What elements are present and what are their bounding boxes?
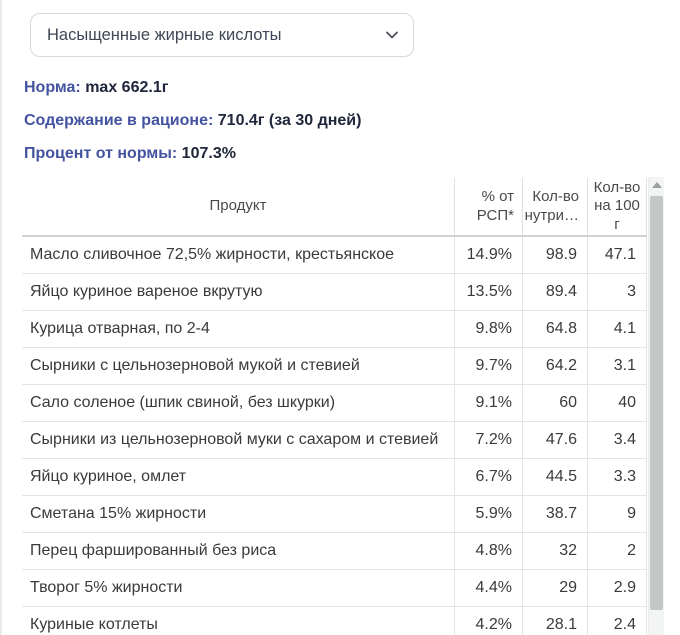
diet-content-value: 710.4г (за 30 дней): [217, 112, 362, 129]
pct-rsp-cell: 5.9%: [454, 496, 522, 532]
percent-of-norm-stat: Процент от нормы: 107.3%: [24, 145, 236, 163]
per-100g-cell: 9: [587, 496, 647, 532]
nutrient-amount-cell: 98.9: [522, 237, 587, 273]
per-100g-cell: 2: [587, 533, 647, 569]
pct-rsp-cell: 6.7%: [454, 459, 522, 495]
pct-rsp-cell: 4.4%: [454, 570, 522, 606]
product-name-cell: Масло сливочное 72,5% жирности, крестьян…: [30, 246, 394, 264]
header-percent-rsp: % от РСП*: [454, 178, 522, 235]
table-row: Перец фаршированный без риса 4.8% 32 2: [22, 533, 647, 570]
scroll-up-button[interactable]: [649, 177, 664, 193]
pct-rsp-cell: 9.8%: [454, 311, 522, 347]
table-row: Яйцо куриное, омлет 6.7% 44.5 3.3: [22, 459, 647, 496]
nutrient-amount-cell: 29: [522, 570, 587, 606]
nutrient-select-value: Насыщенные жирные кислоты: [47, 25, 282, 44]
table-row: Курица отварная, по 2-4 9.8% 64.8 4.1: [22, 311, 647, 348]
per-100g-cell: 4.1: [587, 311, 647, 347]
table-row: Куриные котлеты 4.2% 28.1 2.4: [22, 607, 647, 635]
nutrient-amount-cell: 64.2: [522, 348, 587, 384]
pct-rsp-cell: 7.2%: [454, 422, 522, 458]
product-name-cell: Курица отварная, по 2-4: [30, 320, 210, 338]
per-100g-cell: 2.9: [587, 570, 647, 606]
nutrient-amount-cell: 89.4: [522, 274, 587, 310]
pct-rsp-cell: 9.1%: [454, 385, 522, 421]
norm-label: Норма:: [24, 79, 81, 96]
pct-rsp-cell: 4.8%: [454, 533, 522, 569]
norm-stat: Норма: max 662.1г: [24, 79, 168, 97]
product-name-cell: Сало соленое (шпик свиной, без шкурки): [30, 394, 336, 412]
pct-rsp-cell: 14.9%: [454, 237, 522, 273]
table-row: Творог 5% жирности 4.4% 29 2.9: [22, 570, 647, 607]
per-100g-cell: 40: [587, 385, 647, 421]
product-name-cell: Яйцо куриное, омлет: [30, 468, 187, 486]
product-name-cell: Сырники с цельнозерновой мукой и стевией: [30, 357, 360, 375]
norm-value: max 662.1г: [85, 79, 169, 96]
product-name-cell: Сырники из цельнозерновой муки с сахаром…: [30, 431, 439, 449]
nutrient-amount-cell: 60: [522, 385, 587, 421]
per-100g-cell: 3.4: [587, 422, 647, 458]
percent-of-norm-value: 107.3%: [181, 145, 236, 162]
products-table: Продукт % от РСП* Кол-во нутри… Кол-во н…: [22, 178, 647, 635]
nutrient-select[interactable]: Насыщенные жирные кислоты: [30, 13, 414, 57]
diet-content-label: Содержание в рационе:: [24, 112, 214, 129]
product-name-cell: Сметана 15% жирности: [30, 505, 207, 523]
header-nutrient-amount: Кол-во нутри…: [522, 178, 587, 235]
table-row: Сметана 15% жирности 5.9% 38.7 9: [22, 496, 647, 533]
nutrient-amount-cell: 44.5: [522, 459, 587, 495]
pct-rsp-cell: 4.2%: [454, 607, 522, 635]
per-100g-cell: 2.4: [587, 607, 647, 635]
per-100g-cell: 3: [587, 274, 647, 310]
per-100g-cell: 3.3: [587, 459, 647, 495]
product-name-cell: Яйцо куриное вареное вкрутую: [30, 283, 263, 301]
scroll-up-arrow-icon: [651, 182, 662, 188]
pct-rsp-cell: 13.5%: [454, 274, 522, 310]
header-product: Продукт: [209, 197, 267, 215]
scrollbar-thumb[interactable]: [650, 196, 663, 610]
nutrient-amount-cell: 32: [522, 533, 587, 569]
nutrient-amount-cell: 64.8: [522, 311, 587, 347]
pct-rsp-cell: 9.7%: [454, 348, 522, 384]
table-row: Сырники с цельнозерновой мукой и стевией…: [22, 348, 647, 385]
nutrient-amount-cell: 47.6: [522, 422, 587, 458]
table-row: Сало соленое (шпик свиной, без шкурки) 9.…: [22, 385, 647, 422]
table-header-row: Продукт % от РСП* Кол-во нутри… Кол-во н…: [22, 178, 647, 237]
per-100g-cell: 47.1: [587, 237, 647, 273]
per-100g-cell: 3.1: [587, 348, 647, 384]
nutrient-amount-cell: 28.1: [522, 607, 587, 635]
diet-content-stat: Содержание в рационе: 710.4г (за 30 дней…: [24, 112, 361, 130]
product-name-cell: Куриные котлеты: [30, 616, 158, 634]
product-name-cell: Творог 5% жирности: [30, 579, 183, 597]
nutrient-amount-cell: 38.7: [522, 496, 587, 532]
chevron-down-icon: [386, 31, 398, 39]
table-row: Сырники из цельнозерновой муки с сахаром…: [22, 422, 647, 459]
table-row: Масло сливочное 72,5% жирности, крестьян…: [22, 237, 647, 274]
percent-of-norm-label: Процент от нормы:: [24, 145, 178, 162]
product-name-cell: Перец фаршированный без риса: [30, 542, 277, 560]
table-row: Яйцо куриное вареное вкрутую 13.5% 89.4 3: [22, 274, 647, 311]
scrollbar[interactable]: [648, 177, 664, 635]
table-body: Масло сливочное 72,5% жирности, крестьян…: [22, 237, 647, 635]
header-per-100g: Кол-во на 100 г: [587, 178, 647, 235]
